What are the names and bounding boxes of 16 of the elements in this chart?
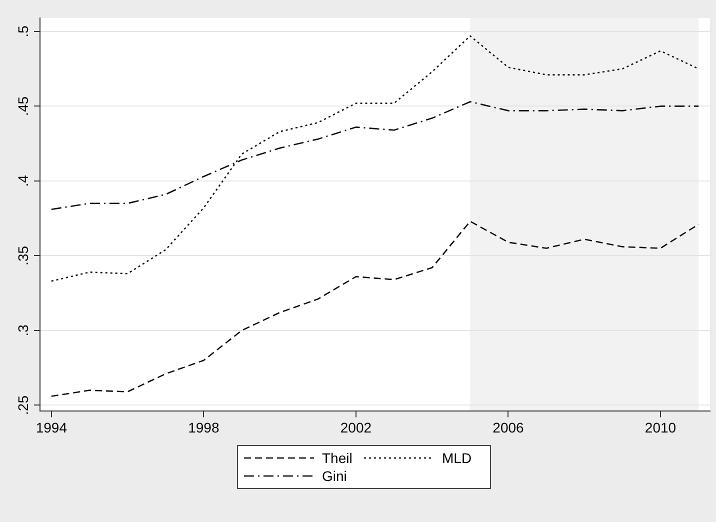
x-tick-label: 2010 [644,419,676,436]
y-tick-label: .5 [14,25,31,38]
y-tick-label: .35 [14,246,31,266]
x-tick-label: 2002 [340,419,372,436]
line-series [50,35,700,282]
legend-label: Gini [322,468,347,484]
x-tick-label: 1994 [36,419,68,436]
line-series [50,220,700,397]
x-tick-label: 1998 [188,419,220,436]
y-tick-label: .25 [14,395,31,415]
legend-label: MLD [442,450,472,466]
x-tick-label: 2006 [492,419,524,436]
legend-label: Theil [322,450,352,466]
y-tick-label: .4 [14,174,31,187]
y-tick-label: .45 [14,96,31,116]
y-tick-label: .3 [14,324,31,336]
